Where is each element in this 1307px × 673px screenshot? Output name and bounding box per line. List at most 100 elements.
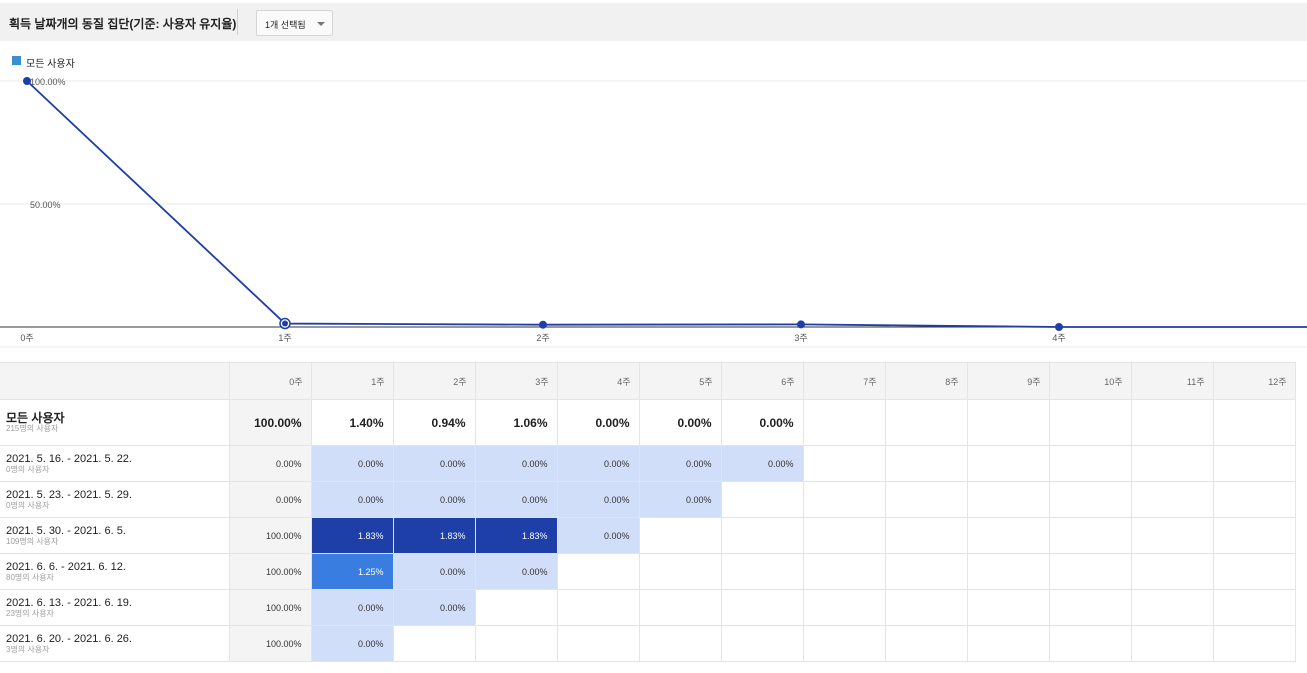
retention-cell[interactable]: 0.00% [228,445,312,482]
retention-cell[interactable]: 0.00% [392,445,476,482]
data-point [1055,323,1063,331]
series-selector-dropdown[interactable]: 1개 선택됨 [256,10,333,36]
column-header: 3주 [474,362,558,400]
series-line [26,80,1307,328]
retention-cell [1048,589,1132,626]
y-tick-label: 50.00% [30,200,61,210]
retention-cell[interactable]: 0.00% [556,445,640,482]
retention-cell[interactable]: 0.00% [638,399,722,446]
retention-cell [720,481,804,518]
retention-cell [556,589,640,626]
retention-cell[interactable]: 0.00% [638,481,722,518]
retention-cell[interactable]: 100.00% [228,625,312,662]
retention-cell[interactable]: 0.00% [310,445,394,482]
series-selector-label: 1개 선택됨 [265,20,306,30]
retention-cell[interactable]: 1.06% [474,399,558,446]
retention-cell[interactable]: 0.00% [474,553,558,590]
retention-cell[interactable]: 100.00% [228,553,312,590]
retention-cell[interactable]: 0.00% [392,589,476,626]
retention-cell [802,589,886,626]
retention-cell[interactable]: 0.00% [392,481,476,518]
table-header-row: 0주 1주 2주 3주 4주 5주 6주 7주 8주 9주 10주 11주 12주 [0,362,1296,400]
retention-cell[interactable]: 0.00% [556,481,640,518]
retention-cell [720,589,804,626]
retention-cell [1048,517,1132,554]
table-row: 2021. 5. 16. - 2021. 5. 22. 0명의 사용자 0.00% 0… [0,445,1296,482]
cohort-user-count: 109명의 사용자 [6,536,59,546]
retention-cell [1212,445,1296,482]
x-tick-label: 1주 [278,333,291,343]
data-point [282,320,288,327]
retention-cell[interactable]: 1.83% [392,517,476,554]
retention-cell [802,553,886,590]
retention-cell[interactable]: 0.00% [310,625,394,662]
retention-cell[interactable]: 0.00% [228,481,312,518]
retention-cell [802,399,886,446]
retention-cell [556,625,640,662]
retention-cell [638,589,722,626]
retention-cell[interactable]: 1.83% [310,517,394,554]
cohort-label-cell: 2021. 5. 23. - 2021. 5. 29. 0명의 사용자 [0,481,230,518]
y-tick-label: 100.00% [30,77,66,87]
cohort-user-count: 0명의 사용자 [6,500,50,510]
retention-cell [966,625,1050,662]
retention-cell [1048,625,1132,662]
retention-cell[interactable]: 0.00% [720,399,804,446]
retention-cell[interactable]: 1.40% [310,399,394,446]
retention-cell [802,625,886,662]
retention-cell [1130,517,1214,554]
retention-cell [966,517,1050,554]
retention-cell [802,517,886,554]
column-header: 2주 [392,362,476,400]
retention-cell [720,625,804,662]
cohort-user-count: 215명의 사용자 [6,423,59,433]
cohort-label: 모든 사용자 [6,410,65,425]
x-tick-label: 0주 [20,333,33,343]
cohort-label-cell: 2021. 6. 13. - 2021. 6. 19. 23명의 사용자 [0,589,230,626]
retention-cell[interactable]: 0.00% [474,481,558,518]
cohort-user-count: 0명의 사용자 [6,464,50,474]
column-header: 8주 [884,362,968,400]
cohort-label: 2021. 5. 16. - 2021. 5. 22. [6,452,132,465]
retention-cell[interactable]: 1.83% [474,517,558,554]
retention-cell [1212,517,1296,554]
retention-cell[interactable]: 100.00% [228,589,312,626]
table-row: 2021. 5. 23. - 2021. 5. 29. 0명의 사용자 0.00% 0… [0,481,1296,518]
retention-cell[interactable]: 100.00% [228,399,312,446]
retention-cell[interactable]: 0.00% [310,481,394,518]
retention-cell[interactable]: 0.00% [638,445,722,482]
retention-cell [884,517,968,554]
cohort-label: 2021. 6. 20. - 2021. 6. 26. [6,632,132,645]
retention-cell [392,625,476,662]
retention-cell[interactable]: 0.00% [474,445,558,482]
retention-cell [1048,481,1132,518]
report-title: 획득 날짜개의 동질 집단(기준: 사용자 유지율) [9,17,237,31]
retention-cell[interactable]: 0.94% [392,399,476,446]
retention-cell [966,589,1050,626]
retention-cell[interactable]: 0.00% [392,553,476,590]
retention-cell [884,625,968,662]
retention-cell [884,589,968,626]
retention-cell[interactable]: 0.00% [310,589,394,626]
retention-cell [1130,625,1214,662]
retention-cell[interactable]: 1.25% [310,553,394,590]
retention-cell [966,481,1050,518]
column-header: 12주 [1212,362,1296,400]
retention-cell [1130,553,1214,590]
legend-swatch [12,56,21,65]
retention-cell[interactable]: 100.00% [228,517,312,554]
chevron-down-icon [317,22,325,26]
retention-cell[interactable]: 0.00% [556,517,640,554]
retention-cell [638,553,722,590]
retention-cell [1130,481,1214,518]
cohort-label: 2021. 5. 23. - 2021. 5. 29. [6,488,132,501]
cohort-user-count: 80명의 사용자 [6,572,54,582]
retention-cell [802,481,886,518]
retention-cell[interactable]: 0.00% [556,399,640,446]
retention-cell [474,589,558,626]
retention-cell [1212,481,1296,518]
cohort-label-cell: 2021. 5. 16. - 2021. 5. 22. 0명의 사용자 [0,445,230,482]
retention-cell [884,445,968,482]
retention-cell[interactable]: 0.00% [720,445,804,482]
retention-cell [1212,625,1296,662]
